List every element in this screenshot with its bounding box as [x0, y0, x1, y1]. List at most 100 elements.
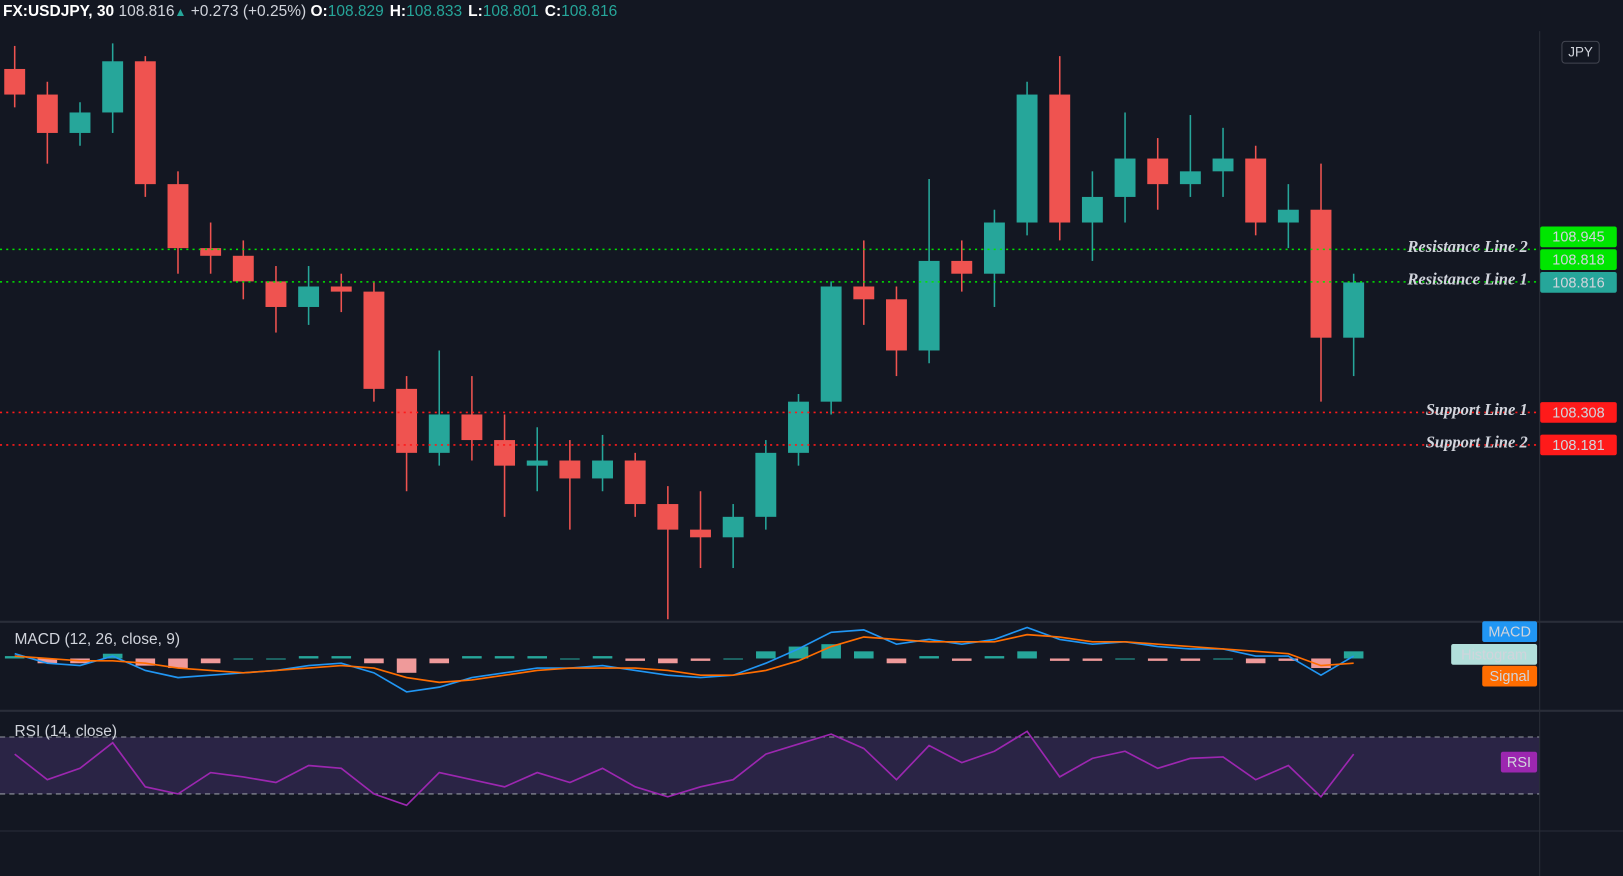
last-price: 108.816: [118, 3, 175, 20]
level-price-tag-box: [1540, 226, 1617, 248]
level-price-tag: 108.181: [1552, 438, 1604, 454]
histogram-bar: [1311, 658, 1331, 669]
candle-body: [428, 414, 450, 453]
candle-body: [1049, 94, 1071, 223]
histogram-bar: [1147, 658, 1168, 661]
labels: 108.816 Support Line 2 108.181 Support Line…: [14, 226, 1617, 773]
ohlc-label: H:: [389, 3, 407, 20]
candle-body: [396, 388, 418, 453]
histogram-bar: [1049, 658, 1070, 661]
candle-body: [1147, 158, 1169, 185]
ohlc-value: 108.833: [406, 3, 463, 20]
histogram-bar: [984, 656, 1005, 659]
candle-body: [1016, 94, 1038, 223]
level-label: Support Line 1: [1426, 400, 1528, 419]
histogram-bar: [1213, 658, 1233, 660]
histogram-bar: [886, 658, 907, 664]
histogram-bar: [592, 656, 613, 659]
symbol-header: FX:USDJPY, 30 108.816▲ +0.273 (+0.25%) O…: [3, 3, 623, 21]
histogram-bar: [1115, 658, 1135, 660]
histogram-bar: [298, 656, 319, 659]
up-arrow: ▲: [174, 5, 187, 19]
legend-macd: MACD: [1488, 624, 1531, 640]
candle-body: [755, 452, 777, 517]
level-label: Resistance Line 1: [1406, 270, 1527, 289]
histogram-bar: [625, 658, 645, 661]
candle-body: [200, 248, 222, 256]
candle-body: [4, 68, 26, 95]
histogram-bar: [853, 651, 874, 659]
histogram-bar: [200, 658, 221, 664]
candle-body: [1081, 196, 1103, 223]
histogram-bar: [723, 658, 743, 660]
candle-body: [657, 504, 679, 530]
candle-body: [690, 529, 711, 538]
candle-body: [1179, 171, 1201, 185]
histogram-bar: [462, 656, 482, 659]
level-price-tag-box: [1540, 402, 1617, 423]
candle-body: [853, 286, 875, 300]
candle-body: [298, 286, 320, 307]
histogram-bar: [331, 656, 352, 659]
candle-body: [886, 299, 907, 351]
candle-body: [1277, 209, 1299, 223]
pane-title: RSI (14, close): [14, 723, 117, 740]
ohlc: O:108.829 H:108.833 L:108.801 C:108.816: [310, 3, 623, 20]
histogram-bar: [527, 656, 548, 659]
candle-body: [36, 94, 58, 133]
level-price-tag: 108.945: [1552, 230, 1604, 246]
macd-line: [14, 633, 1354, 684]
candle-body: [722, 516, 744, 538]
histogram-bar: [658, 658, 678, 664]
histogram-bar: [821, 644, 841, 659]
candle-body: [820, 286, 842, 402]
ohlc-label: C:: [544, 3, 562, 20]
legend-macd-box[interactable]: [1482, 621, 1538, 642]
candle-body: [167, 184, 189, 249]
candle-body: [265, 281, 287, 307]
histogram-bar: [4, 656, 25, 659]
candle-body: [526, 460, 548, 466]
level-label: Support Line 2: [1426, 433, 1528, 452]
histogram-bar: [1180, 658, 1201, 661]
currency: JPY: [1568, 44, 1593, 59]
histogram-bar: [1245, 658, 1266, 664]
histogram-bar: [494, 656, 515, 659]
histogram-bar: [560, 658, 580, 660]
level-price-tag-box: [1540, 434, 1617, 456]
legend-signal-box[interactable]: [1482, 665, 1538, 687]
histogram-bar: [1343, 651, 1364, 659]
candle-body: [559, 460, 581, 479]
candle-body: [1114, 158, 1136, 197]
ohlc-label: O:: [310, 3, 328, 20]
candle-body: [102, 61, 124, 113]
level-price-tag: 108.818: [1552, 252, 1604, 268]
histogram-bar: [756, 651, 776, 659]
legend-rsi: RSI: [1507, 755, 1531, 771]
last-price-tag-box: [1540, 272, 1617, 293]
legend-rsi-box[interactable]: [1500, 751, 1538, 773]
histogram-bar: [135, 658, 156, 666]
legend-histogram: Histogram: [1461, 647, 1527, 663]
ohlc-value: 108.801: [482, 3, 539, 20]
ohlc-label: L:: [468, 3, 483, 20]
candle-body: [592, 460, 613, 479]
pane-title: MACD (12, 26, close, 9): [14, 631, 180, 648]
currency-box[interactable]: [1561, 40, 1600, 64]
legend-histogram-box[interactable]: [1451, 644, 1538, 665]
candle-body: [1343, 282, 1365, 338]
candle-body: [232, 255, 254, 282]
ohlc-value: 108.829: [327, 3, 384, 20]
histogram-bar: [396, 658, 417, 673]
ohlc-value: 108.816: [561, 3, 618, 20]
candle-body: [330, 286, 352, 292]
candle-body: [363, 291, 385, 389]
histogram-bar: [1278, 658, 1299, 661]
rsi-line: [14, 730, 1355, 807]
rsi-band: [0, 737, 1540, 794]
histogram-bar: [788, 646, 809, 659]
grid: [0, 736, 1540, 795]
